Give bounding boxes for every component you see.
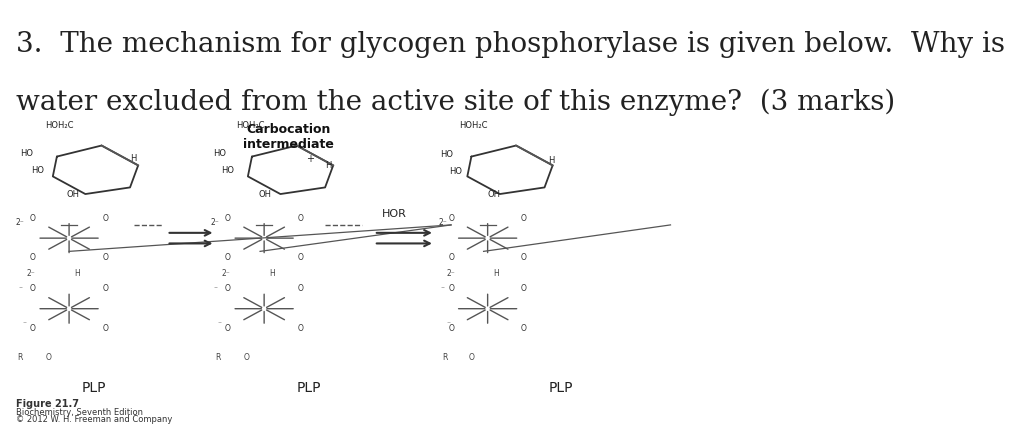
Text: O: O: [468, 353, 474, 362]
Text: O: O: [521, 324, 527, 333]
Text: O: O: [449, 254, 455, 262]
Text: 2⁻: 2⁻: [446, 269, 456, 278]
Text: Carbocation
intermediate: Carbocation intermediate: [243, 123, 334, 151]
Text: O: O: [449, 214, 455, 223]
Text: PLP: PLP: [81, 381, 105, 395]
Text: O: O: [298, 254, 303, 262]
Text: ⁻: ⁻: [441, 284, 445, 293]
Text: 3.  The mechanism for glycogen phosphorylase is given below.  Why is: 3. The mechanism for glycogen phosphoryl…: [16, 31, 1006, 58]
Text: PLP: PLP: [297, 381, 322, 395]
Text: O: O: [298, 284, 303, 293]
Text: H: H: [75, 269, 80, 278]
Text: 2⁻: 2⁻: [438, 218, 447, 227]
Text: O: O: [30, 214, 36, 223]
Text: O: O: [244, 353, 249, 362]
Text: O: O: [225, 254, 230, 262]
Text: Biochemistry, Seventh Edition: Biochemistry, Seventh Edition: [16, 408, 143, 417]
Text: R: R: [442, 353, 449, 362]
Text: 2⁻: 2⁻: [27, 269, 35, 278]
Text: HO: HO: [20, 149, 34, 158]
Text: OH: OH: [487, 190, 501, 198]
Text: H: H: [549, 157, 555, 165]
Text: HO: HO: [440, 150, 454, 159]
Text: O: O: [225, 284, 230, 293]
Text: +: +: [306, 154, 314, 164]
Text: O: O: [102, 284, 109, 293]
Text: PLP: PLP: [549, 381, 573, 395]
Text: H: H: [130, 154, 136, 163]
Text: H: H: [493, 269, 499, 278]
Text: O: O: [30, 284, 36, 293]
Text: R: R: [17, 353, 23, 362]
Text: O: O: [30, 254, 36, 262]
Text: HOH₂C: HOH₂C: [45, 121, 73, 130]
Text: O: O: [225, 214, 230, 223]
Text: 2⁻: 2⁻: [211, 218, 220, 227]
Text: H: H: [269, 269, 275, 278]
Text: O: O: [298, 214, 303, 223]
Text: O: O: [30, 324, 36, 333]
Text: R: R: [215, 353, 220, 362]
Text: OH: OH: [67, 191, 80, 199]
Text: O: O: [225, 324, 230, 333]
Text: ⁻: ⁻: [213, 284, 217, 293]
Text: O: O: [449, 284, 455, 293]
Text: OH: OH: [258, 191, 271, 199]
Text: ⁻: ⁻: [18, 284, 23, 293]
Text: O: O: [102, 254, 109, 262]
Text: ⁻: ⁻: [217, 320, 221, 329]
Text: HO: HO: [213, 149, 226, 158]
Text: water excluded from the active site of this enzyme?  (3 marks): water excluded from the active site of t…: [16, 88, 896, 116]
Text: O: O: [449, 324, 455, 333]
Text: O: O: [521, 214, 527, 223]
Text: HOH₂C: HOH₂C: [459, 121, 487, 130]
Text: Figure 21.7: Figure 21.7: [16, 399, 79, 408]
Text: © 2012 W. H. Freeman and Company: © 2012 W. H. Freeman and Company: [16, 415, 173, 424]
Text: 2⁻: 2⁻: [16, 218, 25, 227]
Text: O: O: [46, 353, 51, 362]
Text: ⁻: ⁻: [23, 320, 27, 329]
Text: O: O: [298, 324, 303, 333]
Text: 2⁻: 2⁻: [221, 269, 230, 278]
Text: O: O: [521, 254, 527, 262]
Text: O: O: [102, 324, 109, 333]
Text: HOR: HOR: [382, 209, 407, 219]
Text: HO: HO: [449, 168, 462, 176]
Text: H: H: [325, 161, 332, 170]
Text: HO: HO: [221, 166, 234, 175]
Text: O: O: [102, 214, 109, 223]
Text: HOH₂C: HOH₂C: [236, 121, 264, 130]
Text: HO: HO: [31, 166, 44, 175]
Text: O: O: [521, 284, 527, 293]
Text: ⁻: ⁻: [446, 320, 451, 329]
